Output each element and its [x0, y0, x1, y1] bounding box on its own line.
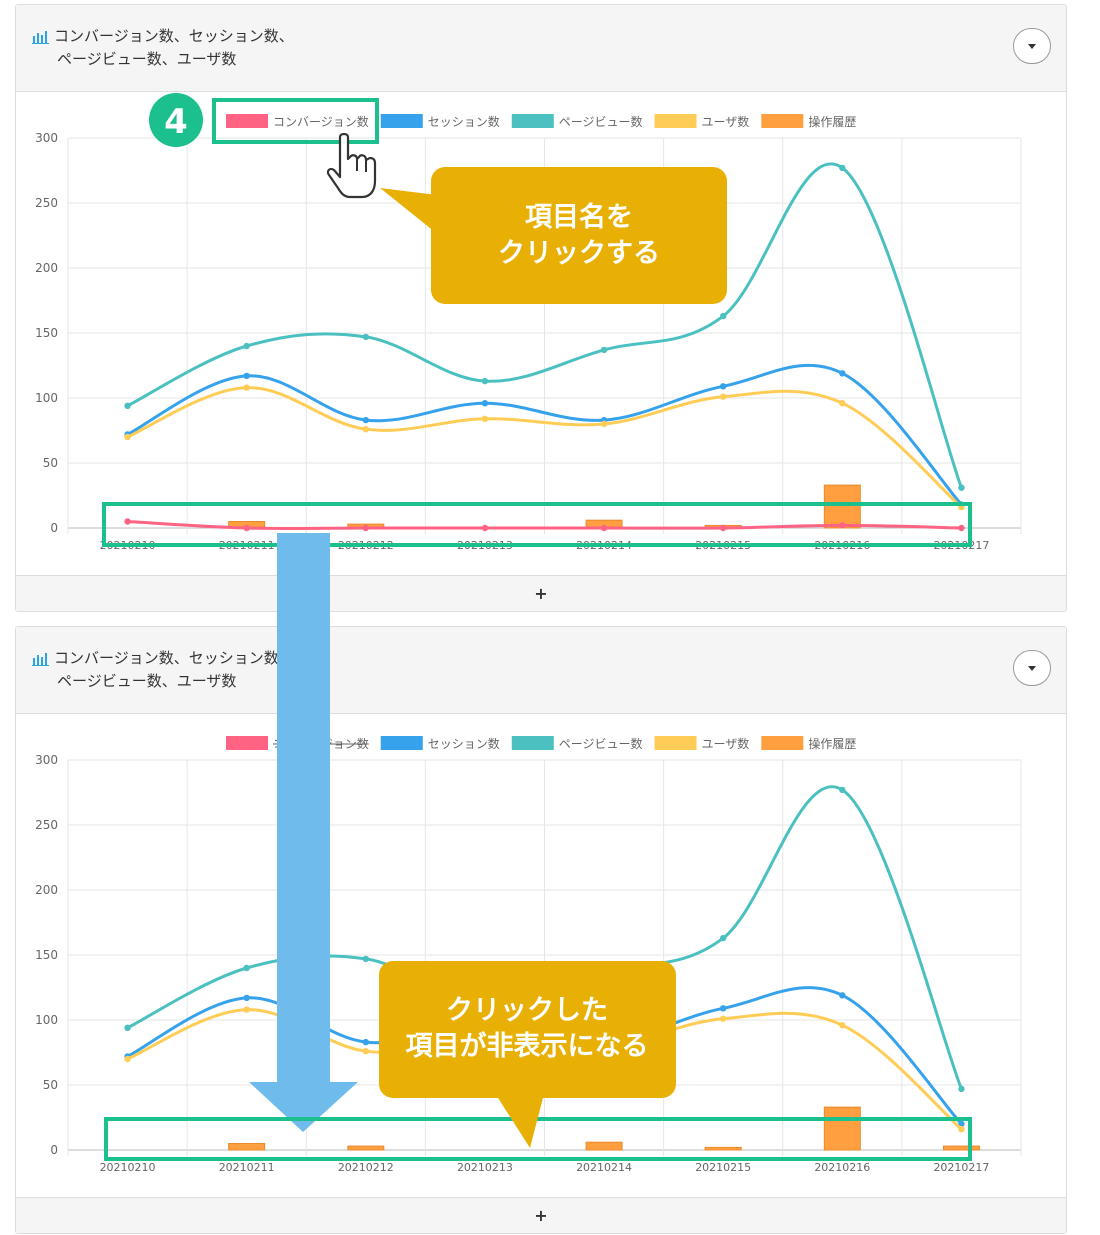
- legend-swatch: [654, 114, 697, 128]
- legend-swatch: [380, 114, 423, 128]
- callout-text-line2: クリックする: [498, 238, 660, 269]
- panel-title-line1: コンバージョン数、セッション数、: [54, 649, 294, 667]
- callout-item-hidden: クリックした 項目が非表示になる: [379, 961, 676, 1148]
- callout-text-line2: 項目が非表示になる: [406, 1030, 649, 1062]
- legend-item[interactable]: セッション数: [380, 114, 500, 129]
- bar-chart-icon: [32, 652, 49, 666]
- legend-label: ユーザ数: [702, 114, 750, 129]
- legend-label: ページビュー数: [559, 736, 643, 751]
- callout-click-item: 項目名を クリックする: [380, 167, 727, 304]
- legend-swatch: [380, 736, 423, 750]
- panel-title-line2: ページビュー数、ユーザ数: [57, 672, 237, 690]
- legend-swatch: [226, 736, 268, 750]
- legend-highlight-box: [212, 98, 379, 144]
- legend-item[interactable]: セッション数: [380, 736, 500, 751]
- bar-chart-icon: [32, 30, 49, 44]
- panel-header: コンバージョン数、セッション数、 ページビュー数、ユーザ数: [16, 5, 1066, 92]
- legend-item[interactable]: ページビュー数: [511, 736, 643, 751]
- callout-text-line1: クリックした: [446, 995, 608, 1026]
- data-highlight-box-top: [102, 502, 972, 547]
- legend-label: セッション数: [428, 114, 500, 129]
- legend-swatch: [511, 736, 554, 750]
- legend-label: ページビュー数: [559, 114, 643, 129]
- legend-item[interactable]: ユーザ数: [654, 736, 750, 751]
- panel-header: コンバージョン数、セッション数、 ページビュー数、ユーザ数: [16, 627, 1066, 714]
- legend-label: 操作履歴: [808, 114, 856, 129]
- legend-item[interactable]: 操作履歴: [761, 114, 856, 129]
- legend-label: 操作履歴: [808, 736, 856, 751]
- panel-title: コンバージョン数、セッション数、 ページビュー数、ユーザ数: [32, 647, 294, 693]
- down-arrow: [249, 533, 358, 1132]
- panel-title-line2: ページビュー数、ユーザ数: [57, 50, 237, 68]
- add-button[interactable]: +: [16, 1197, 1066, 1233]
- legend-label: ユーザ数: [702, 736, 750, 751]
- step-badge: [149, 93, 203, 147]
- panel-title-line1: コンバージョン数、セッション数、: [54, 27, 294, 45]
- legend-label: セッション数: [428, 736, 500, 751]
- legend-item[interactable]: 操作履歴: [761, 736, 856, 751]
- legend-swatch: [761, 736, 804, 750]
- dropdown-toggle-button[interactable]: [1013, 650, 1051, 686]
- caret-down-icon: [1028, 43, 1036, 49]
- legend-swatch: [226, 114, 268, 128]
- dropdown-toggle-button[interactable]: [1013, 28, 1051, 64]
- hand-pointer-icon: [326, 132, 377, 199]
- legend-swatch: [761, 114, 804, 128]
- legend-item[interactable]: コンバージョン数: [226, 114, 369, 129]
- legend-item[interactable]: ユーザ数: [654, 114, 750, 129]
- legend-swatch: [511, 114, 554, 128]
- legend-swatch: [654, 736, 697, 750]
- caret-down-icon: [1028, 665, 1036, 671]
- legend-item[interactable]: ページビュー数: [511, 114, 643, 129]
- legend-label: コンバージョン数: [273, 114, 369, 129]
- panel-title: コンバージョン数、セッション数、 ページビュー数、ユーザ数: [32, 25, 294, 71]
- step-number: 4: [164, 102, 188, 142]
- data-highlight-box-bottom: [104, 1117, 972, 1161]
- callout-text-line1: 項目名を: [525, 201, 633, 233]
- add-button[interactable]: +: [16, 575, 1066, 611]
